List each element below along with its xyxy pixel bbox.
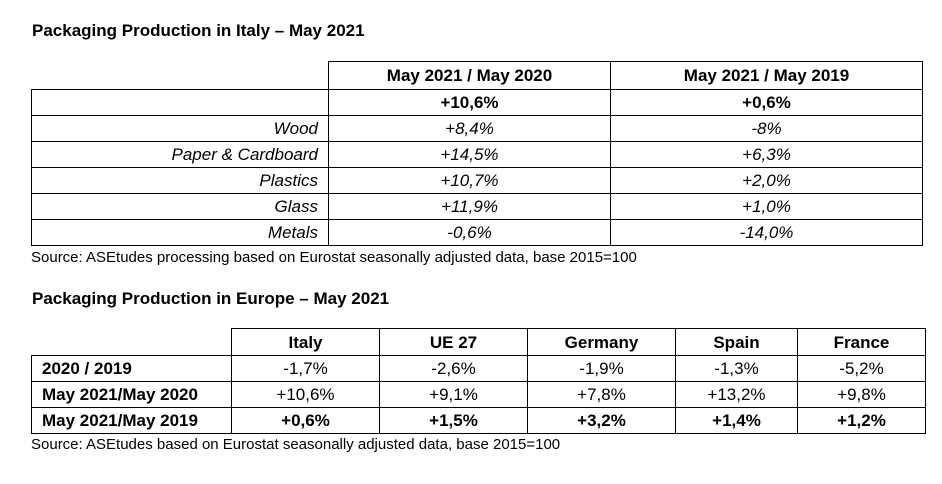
italy-total-may2020: +10,6% [328,89,611,116]
italy-total-may2019: +0,6% [610,89,923,116]
italy-packaging-table: May 2021 / May 2020 May 2021 / May 2019 … [31,61,923,246]
italy-cell: +11,9% [328,193,611,220]
italy-row-label: Metals [31,219,329,246]
italy-row-label: Glass [31,193,329,220]
italy-cell: -8% [610,115,923,142]
italy-total-label [31,89,329,116]
europe-cell: +7,8% [527,381,676,408]
italy-table-title: Packaging Production in Italy – May 2021 [32,21,365,40]
italy-cell: +6,3% [610,141,923,168]
italy-header-corner [31,61,329,90]
europe-cell: -1,3% [675,355,798,382]
italy-row-metals: Metals -0,6% -14,0% [31,219,923,246]
italy-row-label: Wood [31,115,329,142]
europe-row-2020-2019: 2020 / 2019 -1,7% -2,6% -1,9% -1,3% -5,2… [31,355,926,382]
europe-row-label: May 2021/May 2019 [31,407,232,434]
italy-header-row: May 2021 / May 2020 May 2021 / May 2019 [31,61,923,90]
europe-table-title: Packaging Production in Europe – May 202… [32,289,390,308]
italy-cell: -0,6% [328,219,611,246]
italy-cell: +2,0% [610,167,923,194]
italy-row-wood: Wood +8,4% -8% [31,115,923,142]
italy-header-may2019: May 2021 / May 2019 [610,61,923,90]
europe-header-ue27: UE 27 [379,328,528,356]
italy-cell: +1,0% [610,193,923,220]
europe-row-label: May 2021/May 2020 [31,381,232,408]
europe-packaging-table: Italy UE 27 Germany Spain France 2020 / … [31,328,926,434]
italy-row-label: Plastics [31,167,329,194]
italy-cell: +14,5% [328,141,611,168]
italy-cell: -14,0% [610,219,923,246]
italy-cell: +8,4% [328,115,611,142]
europe-table-source: Source: ASEtudes based on Eurostat seaso… [31,436,561,453]
europe-cell: -1,9% [527,355,676,382]
europe-cell: +1,2% [797,407,926,434]
europe-cell: +9,1% [379,381,528,408]
europe-cell: -2,6% [379,355,528,382]
europe-header-corner [31,328,232,356]
italy-row-glass: Glass +11,9% +1,0% [31,193,923,220]
europe-cell: +1,4% [675,407,798,434]
italy-header-may2020: May 2021 / May 2020 [328,61,611,90]
italy-total-row: +10,6% +0,6% [31,89,923,116]
europe-cell: +13,2% [675,381,798,408]
europe-cell: +10,6% [231,381,380,408]
europe-cell: +0,6% [231,407,380,434]
europe-cell: +3,2% [527,407,676,434]
europe-cell: -5,2% [797,355,926,382]
italy-table-source: Source: ASEtudes processing based on Eur… [31,249,637,266]
europe-header-france: France [797,328,926,356]
italy-row-paper-cardboard: Paper & Cardboard +14,5% +6,3% [31,141,923,168]
italy-row-label: Paper & Cardboard [31,141,329,168]
europe-cell: +1,5% [379,407,528,434]
europe-row-label: 2020 / 2019 [31,355,232,382]
europe-row-may2021-may2019: May 2021/May 2019 +0,6% +1,5% +3,2% +1,4… [31,407,926,434]
italy-cell: +10,7% [328,167,611,194]
europe-row-may2021-may2020: May 2021/May 2020 +10,6% +9,1% +7,8% +13… [31,381,926,408]
europe-header-row: Italy UE 27 Germany Spain France [31,328,926,356]
europe-header-spain: Spain [675,328,798,356]
italy-row-plastics: Plastics +10,7% +2,0% [31,167,923,194]
europe-header-italy: Italy [231,328,380,356]
europe-cell: -1,7% [231,355,380,382]
europe-cell: +9,8% [797,381,926,408]
europe-header-germany: Germany [527,328,676,356]
